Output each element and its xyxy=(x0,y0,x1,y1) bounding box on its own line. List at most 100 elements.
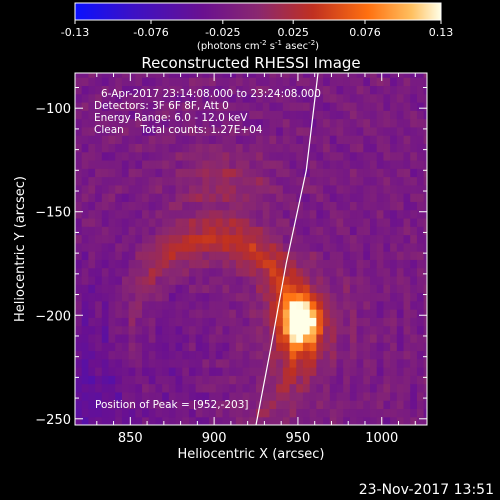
heatmap-cell xyxy=(202,325,210,335)
heatmap-cell xyxy=(121,118,130,128)
heatmap-cell xyxy=(363,325,371,335)
heatmap-cell xyxy=(182,110,190,120)
heatmap-cell xyxy=(390,168,398,178)
heatmap-cell xyxy=(396,234,405,244)
heatmap-cell xyxy=(343,408,351,418)
heatmap-cell xyxy=(396,226,405,236)
heatmap-cell xyxy=(222,93,230,103)
heatmap-cell xyxy=(75,284,83,294)
heatmap-cell xyxy=(410,292,418,302)
heatmap-cell xyxy=(101,217,110,227)
heatmap-cell xyxy=(323,201,331,211)
heatmap-cell xyxy=(370,292,378,302)
heatmap-cell xyxy=(182,400,190,410)
heatmap-cell xyxy=(155,309,163,318)
heatmap-cell xyxy=(249,251,257,260)
heatmap-cell xyxy=(88,234,96,244)
heatmap-cell xyxy=(101,159,110,169)
heatmap-cell xyxy=(396,176,405,186)
heatmap-cell xyxy=(309,416,317,425)
heatmap-cell xyxy=(329,151,338,161)
heatmap-cell xyxy=(162,226,170,236)
heatmap-cell xyxy=(423,317,427,327)
heatmap-cell xyxy=(188,333,197,343)
heatmap-cell xyxy=(88,209,96,219)
heatmap-cell xyxy=(162,93,170,103)
heatmap-cell xyxy=(155,209,163,219)
heatmap-cell xyxy=(142,383,150,393)
heatmap-cell xyxy=(343,193,351,202)
heatmap-cell xyxy=(235,325,244,335)
heatmap-cell xyxy=(370,284,378,294)
heatmap-cell xyxy=(349,184,358,194)
heatmap-cell xyxy=(249,217,257,227)
heatmap-cell xyxy=(162,317,170,327)
heatmap-cell xyxy=(296,101,304,111)
heatmap-cell xyxy=(121,77,130,87)
heatmap-cell xyxy=(383,176,391,186)
heatmap-cell xyxy=(135,101,143,111)
heatmap-cell xyxy=(128,209,136,219)
heatmap-cell xyxy=(235,300,244,310)
heatmap-cell xyxy=(383,317,391,327)
heatmap-cell xyxy=(383,350,391,360)
heatmap-cell xyxy=(88,176,96,186)
heatmap-cell xyxy=(289,176,297,186)
heatmap-cell xyxy=(256,267,264,277)
heatmap-cell xyxy=(142,85,150,95)
heatmap-cell xyxy=(215,275,224,285)
heatmap-cell xyxy=(323,375,331,385)
heatmap-cell xyxy=(128,143,136,153)
heatmap-cell xyxy=(416,85,425,95)
heatmap-cell xyxy=(370,135,378,144)
heatmap-cell xyxy=(363,309,371,318)
heatmap-cell xyxy=(121,416,130,425)
heatmap-cell xyxy=(336,73,344,78)
heatmap-cell xyxy=(343,73,351,78)
heatmap-cell xyxy=(95,93,103,103)
heatmap-cell xyxy=(148,176,157,186)
heatmap-cell xyxy=(175,350,183,360)
heatmap-cell xyxy=(376,292,385,302)
heatmap-cell xyxy=(343,143,351,153)
heatmap-cell xyxy=(195,135,203,144)
heatmap-cell xyxy=(81,101,89,111)
heatmap-cell xyxy=(396,193,405,202)
heatmap-cell xyxy=(75,234,83,244)
heatmap-cell xyxy=(349,284,358,294)
heatmap-cell xyxy=(343,333,351,343)
heatmap-cell xyxy=(316,110,324,120)
heatmap-cell xyxy=(356,85,364,95)
heatmap-cell xyxy=(390,325,398,335)
heatmap-cell xyxy=(135,110,143,120)
heatmap-cell xyxy=(101,408,110,418)
heatmap-cell xyxy=(262,408,271,418)
heatmap-cell xyxy=(162,135,170,144)
heatmap-cell xyxy=(162,416,170,425)
heatmap-cell xyxy=(269,184,277,194)
heatmap-cell xyxy=(121,251,130,260)
heatmap-cell xyxy=(175,408,183,418)
heatmap-cell xyxy=(235,367,244,376)
heatmap-cell xyxy=(235,209,244,219)
heatmap-cell xyxy=(88,77,96,87)
heatmap-cell xyxy=(282,317,291,327)
heatmap-cell xyxy=(403,101,411,111)
heatmap-cell xyxy=(256,251,264,260)
heatmap-cell xyxy=(135,408,143,418)
heatmap-cell xyxy=(282,300,291,310)
heatmap-cell xyxy=(302,93,311,103)
plot-frame xyxy=(74,72,428,426)
heatmap-cell xyxy=(88,151,96,161)
heatmap-cell xyxy=(81,176,89,186)
heatmap-cell xyxy=(195,184,203,194)
heatmap-cell xyxy=(309,93,317,103)
heatmap-cell xyxy=(363,217,371,227)
heatmap-cell xyxy=(410,234,418,244)
heatmap-cell xyxy=(336,367,344,376)
heatmap-cell xyxy=(168,118,177,128)
heatmap-cell xyxy=(289,168,297,178)
heatmap-cell xyxy=(162,400,170,410)
heatmap-cell xyxy=(423,284,427,294)
heatmap-cell xyxy=(403,242,411,252)
